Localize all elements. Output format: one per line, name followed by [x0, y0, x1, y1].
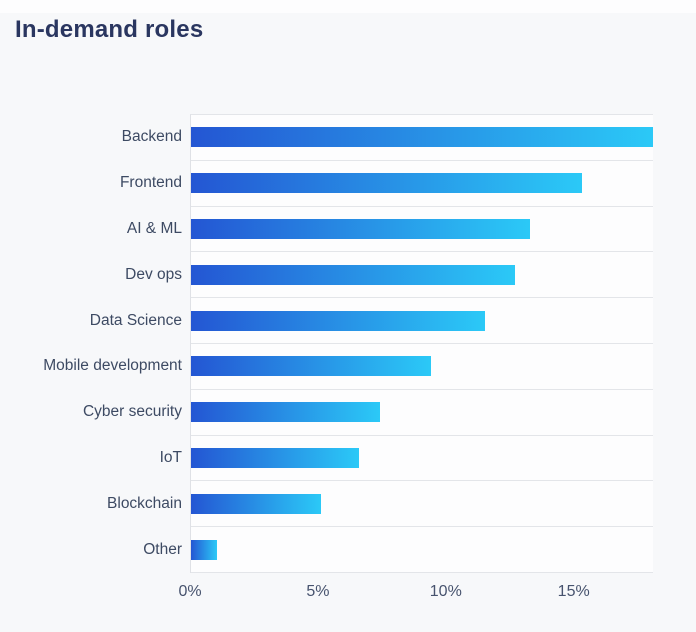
- category-label-other: Other: [143, 541, 182, 559]
- category-label-cyber-security: Cyber security: [82, 403, 182, 421]
- bar-row-blockchain: [191, 481, 653, 528]
- category-labels: Backend Frontend AI & ML Dev ops Data Scienc…: [0, 114, 182, 573]
- x-tick-label-0: 0%: [178, 583, 202, 600]
- bar-cyber-security: [191, 402, 380, 423]
- bar-frontend: [191, 173, 582, 194]
- bar-row-frontend: [191, 161, 653, 207]
- category-label-mobile-development: Mobile development: [43, 357, 182, 375]
- category-label-iot: IoT: [159, 449, 182, 467]
- bar-other: [191, 539, 217, 560]
- x-tick-label-5: 5%: [306, 583, 330, 600]
- category-label-ai-ml: AI & ML: [126, 219, 182, 237]
- bar-row-data-science: [191, 298, 653, 344]
- bar-row-mobile-development: [191, 344, 653, 390]
- chart-title: In-demand roles: [15, 16, 204, 43]
- bar-row-ai-ml: [191, 207, 653, 253]
- bar-dev-ops: [191, 264, 516, 285]
- bar-row-iot: [191, 436, 653, 482]
- bar-row-dev-ops: [191, 252, 653, 299]
- category-label-data-science: Data Science: [89, 311, 182, 329]
- top-strip: [0, 0, 696, 13]
- bar-blockchain: [191, 493, 322, 514]
- bar-row-backend: [191, 115, 653, 161]
- x-axis-ticks: 0% 5% 10% 15%: [178, 583, 653, 605]
- bar-iot: [191, 447, 360, 468]
- category-label-dev-ops: Dev ops: [125, 265, 182, 283]
- category-label-frontend: Frontend: [119, 173, 182, 191]
- x-tick-label-15: 15%: [557, 583, 590, 600]
- bar-row-other: [191, 527, 653, 573]
- category-label-backend: Backend: [121, 127, 182, 145]
- plot-area: [190, 114, 653, 573]
- bar-backend: [191, 127, 653, 148]
- category-label-blockchain: Blockchain: [107, 495, 182, 513]
- x-tick-label-10: 10%: [429, 583, 462, 600]
- bar-mobile-development: [191, 356, 431, 377]
- bar-data-science: [191, 310, 485, 331]
- bar-row-cyber-security: [191, 390, 653, 436]
- bar-ai-ml: [191, 218, 531, 239]
